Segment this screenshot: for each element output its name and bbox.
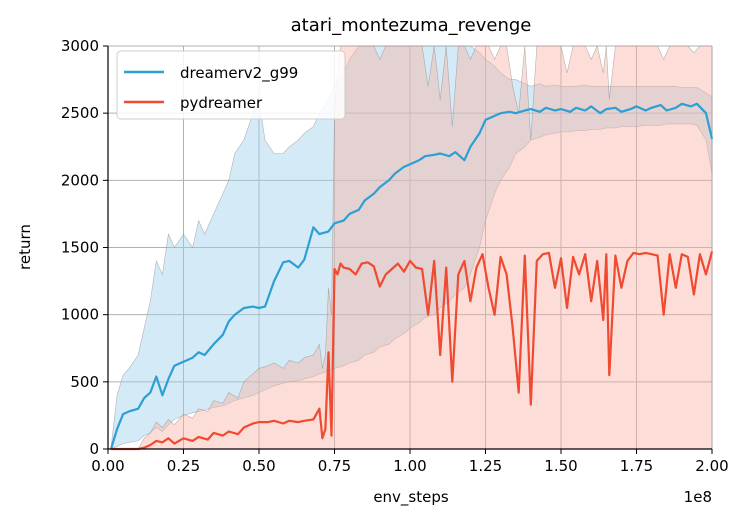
legend-label-pydreamer: pydreamer [180, 94, 263, 112]
legend-label-dreamerv2: dreamerv2_g99 [180, 64, 298, 83]
x-tick-label: 1.50 [544, 457, 577, 475]
y-tick-label: 3000 [61, 37, 99, 55]
chart-title: atari_montezuma_revenge [291, 15, 532, 36]
x-tick-label: 0.75 [318, 457, 351, 475]
y-tick-label: 1500 [61, 239, 99, 257]
y-axis-label: return [16, 224, 34, 270]
line-dreamerv2 [109, 102, 714, 450]
x-tick-label: 0.00 [91, 457, 124, 475]
x-tick-label: 0.50 [242, 457, 275, 475]
y-tick-label: 500 [70, 373, 99, 391]
y-tick-label: 2000 [61, 171, 99, 189]
y-tick-label: 1000 [61, 306, 99, 324]
x-tick-label: 2.00 [695, 457, 728, 475]
y-tick-label: 0 [89, 440, 99, 458]
legend-box [116, 50, 346, 120]
tick-labels: 0.00 0.25 0.50 0.75 1.00 1.25 1.50 1.75 2.00 0 500… [61, 37, 729, 475]
series-lines [109, 102, 714, 451]
x-tick-label: 1.25 [469, 457, 502, 475]
x-tick-label: 1.75 [620, 457, 653, 475]
y-tick-label: 2500 [61, 104, 99, 122]
x-axis-label: env_steps [373, 488, 449, 507]
axes [103, 45, 713, 454]
x-tick-label: 0.25 [167, 457, 200, 475]
line-pydreamer [111, 251, 714, 451]
x-axis-multiplier: 1e8 [684, 488, 712, 506]
legend: dreamerv2_g99 pydreamer [116, 50, 346, 120]
x-tick-label: 1.00 [393, 457, 426, 475]
